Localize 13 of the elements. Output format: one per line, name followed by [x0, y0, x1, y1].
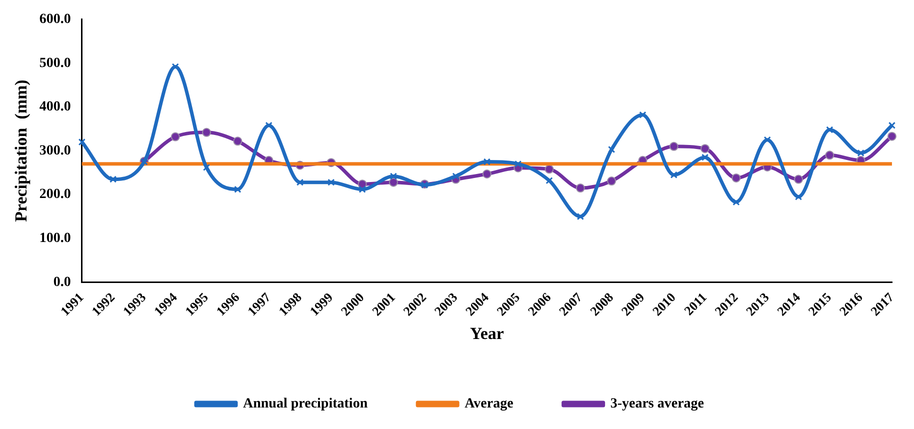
y-tick-label: 300.0 — [39, 143, 71, 158]
y-tick-label: 200.0 — [39, 187, 71, 202]
y-tick-label: 500.0 — [39, 56, 71, 71]
x-axis-title: Year — [470, 324, 504, 344]
y-tick-label: 600.0 — [39, 12, 71, 28]
y-tick-label: 100.0 — [39, 230, 71, 246]
y-tick-label: 0.0 — [53, 274, 71, 290]
legend-label: 3-years average — [610, 396, 704, 412]
y-axis-title: Precipitation (mm) — [12, 80, 31, 222]
legend-label: Annual precipitation — [243, 396, 368, 412]
x-tick-label: 2011 — [681, 290, 710, 318]
legend-label: Average — [464, 396, 514, 412]
y-tick-label: 400.0 — [39, 100, 71, 115]
